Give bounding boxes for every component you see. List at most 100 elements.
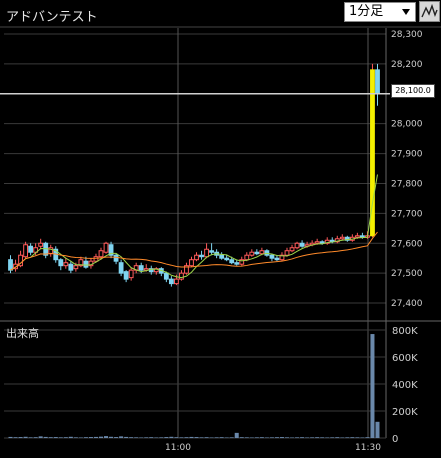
volume-bar xyxy=(189,436,194,438)
volume-bar xyxy=(350,437,355,438)
volume-bar xyxy=(315,437,320,438)
volume-bar xyxy=(335,437,340,438)
volume-bar xyxy=(204,437,209,438)
candle-body xyxy=(168,278,174,285)
volume-bar xyxy=(68,436,73,438)
interval-select[interactable]: 1分足 xyxy=(344,2,416,22)
price-axis-label: 27,700 xyxy=(391,209,423,219)
volume-bar xyxy=(149,437,154,438)
volume-bar xyxy=(184,437,189,438)
candle-body xyxy=(68,263,74,271)
price-axis-label: 27,800 xyxy=(391,179,423,189)
volume-bar xyxy=(78,437,83,438)
candle-body xyxy=(204,248,209,258)
candle-body xyxy=(274,257,280,261)
candle-body xyxy=(189,259,194,267)
time-axis-label: 11:30 xyxy=(355,443,381,453)
candle-body xyxy=(18,254,23,267)
candle-body xyxy=(173,278,179,285)
price-axis-label: 27,900 xyxy=(391,150,423,160)
candle-body xyxy=(259,250,265,255)
candle-body xyxy=(184,265,189,274)
volume-bar xyxy=(259,437,264,438)
volume-bar xyxy=(63,437,68,438)
price-axis-label: 27,400 xyxy=(391,299,423,309)
chevron-down-icon xyxy=(402,9,410,15)
volume-bar xyxy=(144,437,149,438)
candle-body xyxy=(314,241,320,244)
volume-bar xyxy=(28,437,33,438)
volume-bar xyxy=(355,437,360,438)
candle-body xyxy=(229,259,235,264)
volume-bar xyxy=(114,437,119,438)
candle-body xyxy=(23,244,29,258)
volume-bar xyxy=(305,437,310,438)
volume-bar xyxy=(73,437,78,438)
candle-body xyxy=(375,69,380,95)
candle-body xyxy=(354,235,360,238)
volume-bar xyxy=(88,437,93,438)
volume-bar xyxy=(244,437,249,438)
candle-body xyxy=(179,272,184,280)
volume-bar xyxy=(209,437,214,438)
candle-body xyxy=(244,254,250,261)
volume-bar xyxy=(119,436,124,438)
volume-bar xyxy=(58,437,63,438)
volume-bar xyxy=(234,432,239,438)
moving-average-short xyxy=(10,174,378,279)
volume-bar xyxy=(124,436,129,438)
candle-body xyxy=(118,262,124,274)
volume-bar xyxy=(33,437,38,438)
candle-body xyxy=(249,251,255,256)
candle-body xyxy=(38,242,44,247)
candle-body xyxy=(83,260,89,268)
candle-body xyxy=(13,263,18,270)
moving-average-long xyxy=(10,231,378,271)
candle-body xyxy=(224,257,230,261)
volume-axis-label: 400K xyxy=(392,380,418,391)
volume-axis-label: 0 xyxy=(392,434,398,445)
volume-bar xyxy=(179,437,184,438)
volume-bar xyxy=(98,436,104,438)
candle-body xyxy=(123,271,129,280)
volume-bar xyxy=(174,437,179,438)
volume-bar xyxy=(134,437,139,438)
candle-body xyxy=(279,254,285,261)
volume-bar xyxy=(164,437,169,438)
candle-body xyxy=(58,259,64,267)
volume-bar xyxy=(325,437,330,438)
candle-body xyxy=(98,250,104,258)
candle-body xyxy=(284,250,290,256)
candle-body xyxy=(163,272,169,280)
volume-bar xyxy=(345,437,350,438)
volume-bar xyxy=(370,334,375,438)
volume-axis-label: 200K xyxy=(392,407,418,418)
volume-bar xyxy=(18,437,23,438)
candle-body xyxy=(299,242,305,247)
candle-body xyxy=(319,241,325,244)
candle-body xyxy=(78,259,84,267)
interval-select-value: 1分足 xyxy=(349,4,384,19)
price-axis-label: 28,000 xyxy=(391,120,423,130)
volume-bar xyxy=(109,436,114,438)
candle-body xyxy=(128,269,134,279)
volume-bar xyxy=(199,437,204,438)
volume-bar xyxy=(365,437,370,438)
candle-body xyxy=(324,239,330,244)
volume-bar xyxy=(139,437,144,438)
volume-bar xyxy=(284,437,290,438)
volume-bar xyxy=(229,437,234,438)
candle-body xyxy=(199,254,204,258)
current-price-label: 28,100.0 xyxy=(391,84,435,98)
volume-bar xyxy=(169,436,174,438)
volume-bar xyxy=(269,437,274,438)
line-chart-icon[interactable] xyxy=(419,1,440,22)
candle-body xyxy=(209,250,215,253)
price-axis-label: 27,600 xyxy=(391,239,423,249)
candle-body xyxy=(219,254,225,259)
candle-body xyxy=(103,242,109,253)
price-axis-label: 27,500 xyxy=(391,269,423,279)
candle-body xyxy=(289,247,295,252)
candle-body xyxy=(108,244,114,256)
